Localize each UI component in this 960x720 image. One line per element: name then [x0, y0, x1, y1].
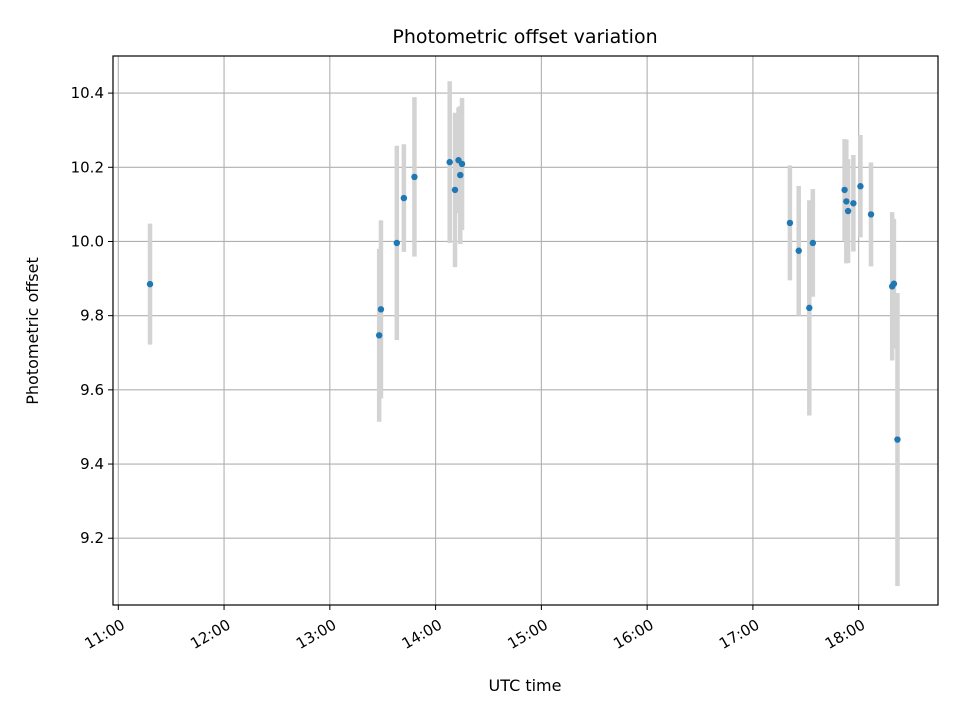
data-point — [795, 247, 802, 254]
y-tick-label: 10.0 — [71, 232, 104, 250]
data-point — [457, 171, 464, 179]
data-point — [393, 239, 401, 247]
data-point — [809, 239, 817, 247]
data-point — [850, 200, 857, 207]
data-point — [841, 186, 848, 194]
chart-title: Photometric offset variation — [392, 26, 657, 48]
y-tick-label: 9.4 — [80, 455, 104, 473]
y-tick-label: 9.6 — [80, 381, 104, 399]
data-point — [857, 183, 864, 190]
data-point — [806, 304, 813, 312]
data-point — [451, 186, 459, 194]
data-point — [446, 158, 453, 166]
axes-border — [112, 55, 939, 606]
data-point — [786, 219, 794, 227]
y-axis: 9.2 9.4 9.6 9.8 10.0 10.2 10.4 — [71, 84, 113, 547]
data-point — [867, 211, 875, 218]
data-point — [894, 436, 901, 443]
y-tick-label: 9.8 — [80, 307, 104, 325]
y-tick-label: 10.4 — [71, 84, 104, 102]
data-point — [890, 280, 898, 287]
axes-frame — [112, 55, 939, 606]
data-point — [375, 332, 383, 339]
data-points — [146, 157, 901, 443]
data-point — [844, 207, 852, 215]
data-point — [146, 280, 154, 288]
x-axis-title: UTC time — [489, 676, 562, 695]
data-point — [458, 160, 466, 168]
plot-background — [113, 56, 938, 605]
data-point — [411, 173, 418, 181]
data-point — [400, 194, 408, 202]
data-point — [843, 198, 850, 205]
data-point — [377, 306, 385, 313]
y-tick-label: 9.2 — [80, 529, 104, 547]
plot-area — [113, 56, 938, 605]
y-axis-title: Photometric offset — [23, 257, 42, 405]
y-tick-label: 10.2 — [71, 158, 104, 176]
